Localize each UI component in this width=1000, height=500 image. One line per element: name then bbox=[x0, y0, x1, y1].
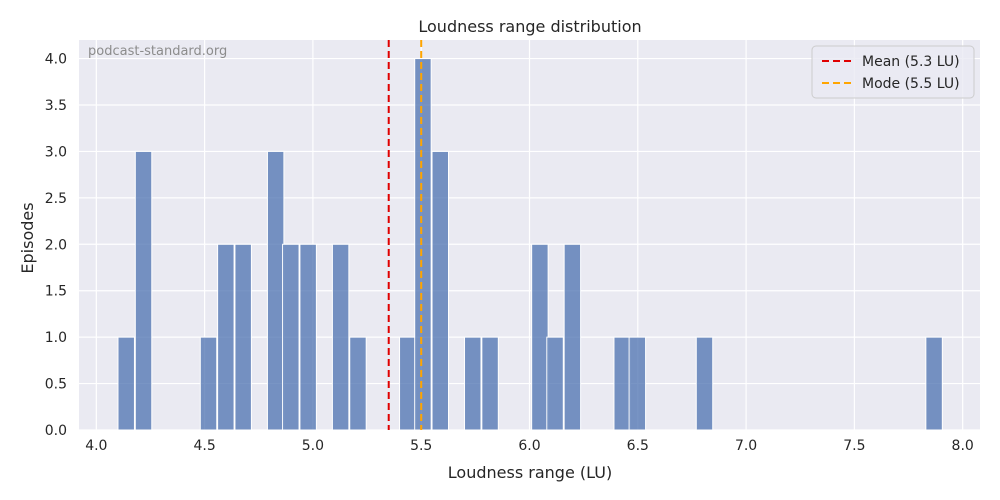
histogram-bar bbox=[299, 243, 317, 431]
legend-box bbox=[811, 45, 975, 99]
histogram-bar bbox=[117, 336, 135, 431]
reference-lines bbox=[387, 40, 423, 430]
histogram-bar bbox=[431, 150, 449, 431]
y-tick-label: 0.0 bbox=[45, 423, 67, 439]
y-tick-label: 2.5 bbox=[45, 191, 67, 207]
histogram-bar bbox=[464, 336, 482, 431]
x-tick-label: 4.0 bbox=[85, 438, 107, 454]
histogram-bar bbox=[613, 336, 631, 431]
histogram-bar bbox=[481, 336, 499, 431]
x-axis-ticks: 4.0 4.5 5.0 5.5 6.0 6.5 7.0 7.5 8.0 bbox=[85, 438, 974, 454]
y-tick-label: 4.0 bbox=[45, 52, 67, 68]
y-tick-label: 3.0 bbox=[45, 144, 67, 160]
y-axis-ticks: 0.0 0.5 1.0 1.5 2.0 2.5 3.0 3.5 4.0 bbox=[45, 52, 67, 439]
x-tick-label: 6.0 bbox=[518, 438, 540, 454]
chart-title: Loudness range distribution bbox=[418, 17, 641, 36]
legend-label-mode: Mode (5.5 LU) bbox=[862, 76, 960, 92]
x-tick-label: 4.5 bbox=[193, 438, 215, 454]
x-tick-label: 6.5 bbox=[627, 438, 649, 454]
histogram-bar bbox=[331, 243, 350, 431]
x-tick-label: 5.5 bbox=[410, 438, 432, 454]
histogram-bar bbox=[531, 243, 549, 431]
histogram-bar bbox=[546, 336, 564, 431]
y-tick-label: 0.5 bbox=[45, 377, 67, 393]
y-axis-label: Episodes bbox=[18, 202, 37, 273]
histogram-bar bbox=[414, 58, 432, 431]
histogram-bar bbox=[399, 336, 417, 431]
y-tick-label: 1.5 bbox=[45, 284, 67, 300]
legend-label-mean: Mean (5.3 LU) bbox=[862, 54, 960, 70]
histogram-bars bbox=[117, 58, 943, 431]
histogram-bar bbox=[134, 150, 153, 431]
histogram-bar bbox=[349, 336, 367, 431]
x-tick-label: 5.0 bbox=[302, 438, 324, 454]
legend: Mean (5.3 LU) Mode (5.5 LU) bbox=[811, 45, 975, 99]
grid-lines bbox=[79, 40, 980, 431]
histogram-bar bbox=[925, 336, 943, 431]
histogram-bar bbox=[695, 336, 714, 431]
x-tick-label: 7.5 bbox=[843, 438, 865, 454]
histogram-bar bbox=[563, 243, 582, 431]
histogram-bar bbox=[234, 243, 252, 431]
y-tick-label: 2.0 bbox=[45, 237, 67, 253]
x-axis-label: Loudness range (LU) bbox=[448, 463, 612, 482]
histogram-bar bbox=[282, 243, 300, 431]
x-tick-label: 8.0 bbox=[952, 438, 974, 454]
y-tick-label: 1.0 bbox=[45, 330, 67, 346]
histogram-bar bbox=[628, 336, 647, 431]
histogram-bar bbox=[217, 243, 235, 431]
watermark-text: podcast-standard.org bbox=[88, 44, 227, 59]
x-tick-label: 7.0 bbox=[735, 438, 757, 454]
histogram-bar bbox=[266, 150, 285, 431]
histogram-bar bbox=[199, 336, 218, 431]
y-tick-label: 3.5 bbox=[45, 98, 67, 114]
